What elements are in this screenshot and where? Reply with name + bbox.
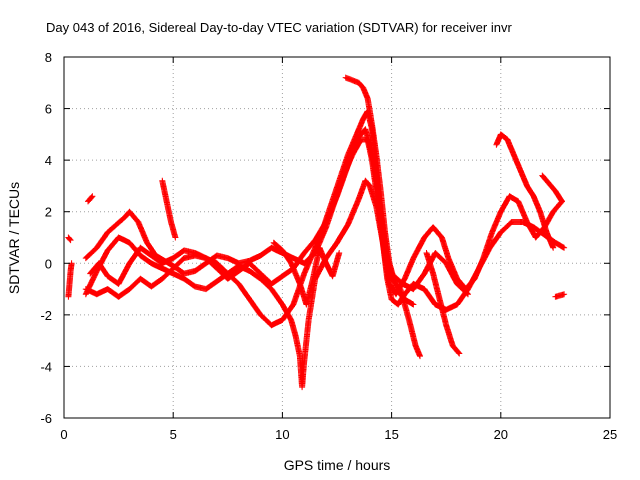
x-tick-label: 15 [384,427,398,442]
series-trace-7 [423,250,463,357]
series-trace-5 [270,239,343,308]
y-tick-label: 4 [45,153,52,168]
y-tick-label: -2 [40,308,52,323]
y-tick-label: 8 [45,50,52,65]
data-point-markers [423,250,463,357]
series-trace-6 [342,74,417,308]
series-trace-9 [539,172,565,205]
series-trace-11 [85,193,96,205]
y-tick-label: -6 [40,411,52,426]
x-tick-label: 25 [603,427,617,442]
data-point-markers [65,234,74,244]
y-tick-label: 0 [45,256,52,271]
series-trace-10 [159,177,179,241]
x-tick-label: 10 [275,427,289,442]
series-trace-13 [65,260,75,300]
y-axis-label: SDTVAR / TECUs [6,182,22,294]
y-tick-label: 6 [45,102,52,117]
data-point-markers [493,131,557,251]
chart-title: Day 043 of 2016, Sidereal Day-to-day VTE… [46,20,512,35]
y-tick-label: 2 [45,205,52,220]
axis-ticks: 0 5 10 15 20 25 -6 -4 -2 0 2 4 6 8 [40,50,617,442]
x-tick-label: 20 [494,427,508,442]
series-trace-8 [493,131,557,251]
data-point-markers [65,260,75,300]
data-point-markers [539,172,565,205]
x-tick-label: 0 [60,427,67,442]
data-point-markers [85,193,96,205]
data-points [65,74,568,391]
data-point-markers [270,239,343,308]
data-point-markers [552,291,568,300]
data-point-markers [159,177,179,241]
plot-frame [63,56,611,419]
data-point-markers [342,74,417,308]
series-trace-12 [65,234,74,244]
series-trace-14 [552,291,568,300]
x-axis-label: GPS time / hours [284,457,391,473]
y-tick-label: -4 [40,359,52,374]
x-tick-label: 5 [170,427,177,442]
